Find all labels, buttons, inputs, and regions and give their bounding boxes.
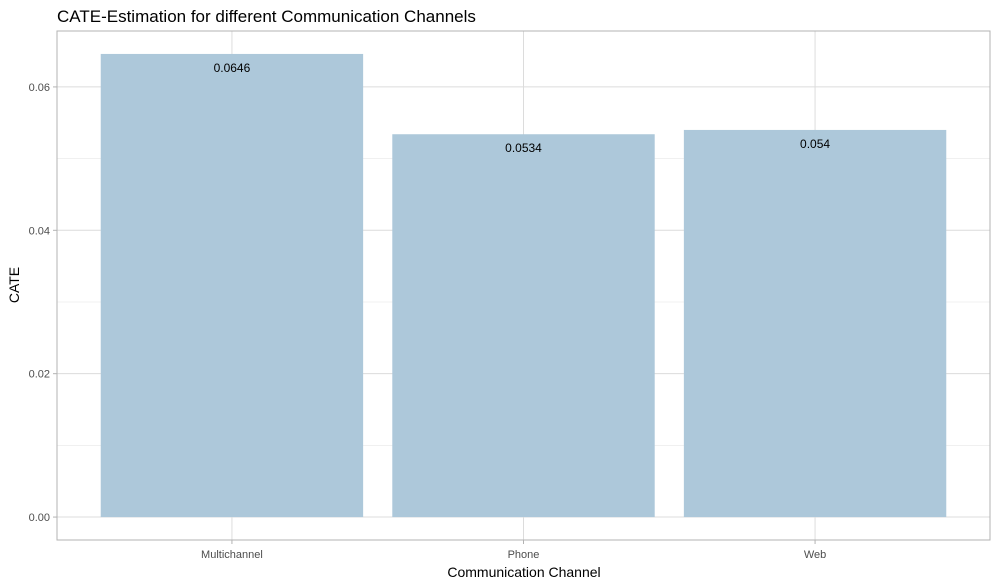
x-axis: Multichannel Phone Web xyxy=(201,540,826,561)
x-tick-label: Multichannel xyxy=(201,549,263,561)
y-tick-label: 0.04 xyxy=(29,225,50,237)
bars xyxy=(100,53,947,518)
data-label: 0.054 xyxy=(800,137,830,151)
chart-title: CATE-Estimation for different Communicat… xyxy=(57,7,476,26)
bar-phone xyxy=(392,134,655,518)
bar-web xyxy=(683,129,947,518)
y-axis: 0.00 0.02 0.04 0.06 xyxy=(29,82,57,524)
x-axis-title: Communication Channel xyxy=(447,564,600,580)
x-tick-label: Phone xyxy=(508,549,540,561)
data-label: 0.0534 xyxy=(505,141,542,155)
data-label: 0.0646 xyxy=(214,61,251,75)
y-tick-label: 0.02 xyxy=(29,369,50,381)
y-tick-label: 0.06 xyxy=(29,82,50,94)
data-labels: 0.0646 0.0534 0.054 xyxy=(214,61,831,155)
bar-multichannel xyxy=(100,53,364,518)
x-tick-label: Web xyxy=(804,549,826,561)
y-axis-title: CATE xyxy=(6,267,22,303)
y-tick-label: 0.00 xyxy=(29,512,50,524)
